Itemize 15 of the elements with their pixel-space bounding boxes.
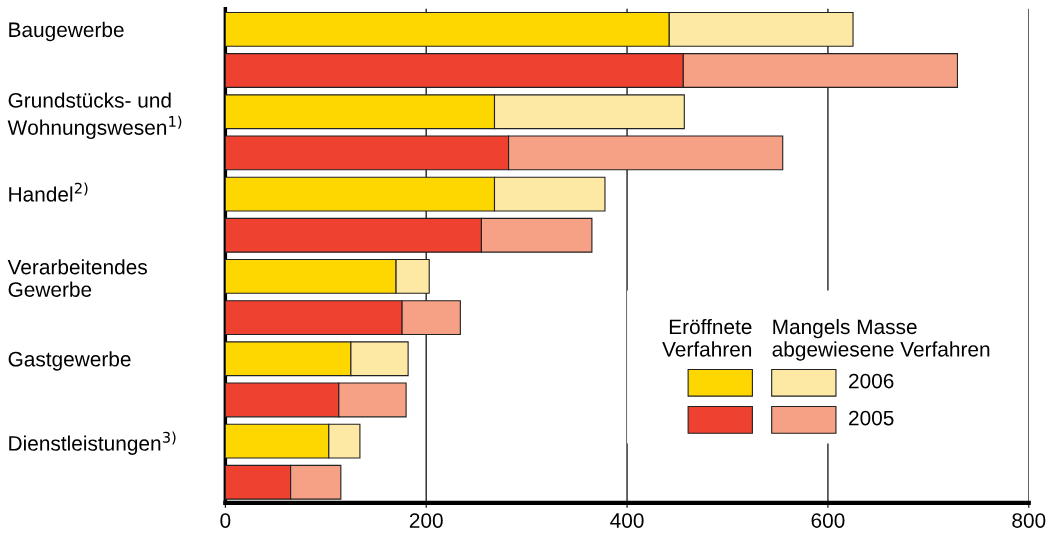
y-tick-label: Handel$^{2)}$ <box>9 182 88 202</box>
annotation: Mangels Masse abgewiesene Verfahren <box>772 318 990 361</box>
y-tick-label: Verarbeitendes Gewerbe <box>7 259 147 297</box>
x-tick-label: 800 <box>1012 513 1046 528</box>
y-tick-label: Dienstleistungen$^{3)}$ <box>9 431 176 455</box>
x-tick-label: 0 <box>220 513 231 528</box>
x-tick-label: 400 <box>610 513 644 528</box>
legend-label: 2005 <box>849 410 894 426</box>
y-tick-label: Baugewerbe <box>9 21 124 42</box>
y-tick-label: Grundstücks- und Wohnungswesen$^{1)}$ <box>7 92 182 140</box>
y-tick-label: Gastgewerbe <box>8 351 131 371</box>
x-tick-label: 600 <box>811 513 845 528</box>
x-tick-label: 200 <box>409 513 443 528</box>
annotation: Eröffnete Verfahren <box>662 318 752 357</box>
legend-label: 2006 <box>849 373 894 389</box>
